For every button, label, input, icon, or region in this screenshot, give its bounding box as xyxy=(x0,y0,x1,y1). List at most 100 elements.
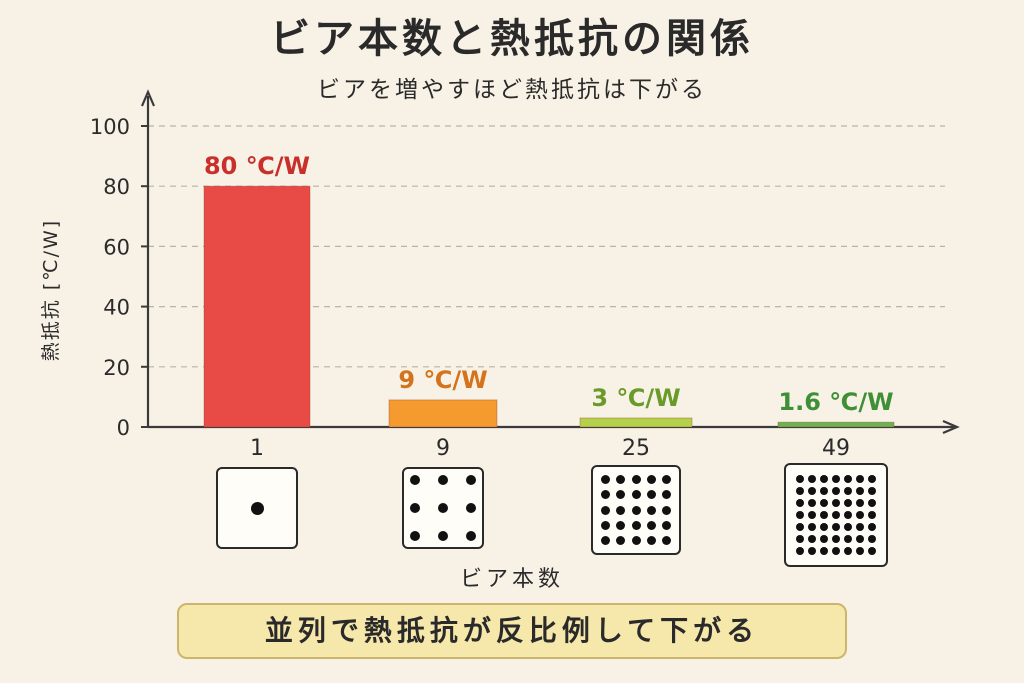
via-dot xyxy=(616,520,626,530)
via-dot xyxy=(646,520,656,530)
y-tick-label: 80 xyxy=(103,175,130,199)
via-dot xyxy=(600,505,610,515)
via-dot xyxy=(868,523,876,531)
via-dot xyxy=(796,511,804,519)
via-dot xyxy=(796,487,804,495)
x-axis-arrow xyxy=(942,419,960,435)
via-dot xyxy=(856,487,864,495)
via-dot xyxy=(616,505,626,515)
via-dot xyxy=(808,523,816,531)
via-dot xyxy=(662,490,672,500)
via-pattern-9 xyxy=(402,467,484,549)
via-dot xyxy=(844,535,852,543)
via-dot xyxy=(662,474,672,484)
via-dot xyxy=(600,474,610,484)
bar-9 xyxy=(388,399,498,428)
via-dot xyxy=(631,520,641,530)
via-dot xyxy=(808,487,816,495)
via-dot xyxy=(820,475,828,483)
via-dot xyxy=(616,474,626,484)
via-dot xyxy=(466,474,477,485)
conclusion-banner: 並列で熱抵抗が反比例して下がる xyxy=(177,603,847,659)
via-pattern-49 xyxy=(784,463,888,567)
data-label: 9 ℃/W xyxy=(398,366,487,394)
via-dot xyxy=(409,531,420,542)
via-dot xyxy=(646,505,656,515)
bar-1 xyxy=(203,185,311,428)
data-label: 80 ℃/W xyxy=(204,152,310,180)
via-dot xyxy=(600,520,610,530)
data-label: 1.6 ℃/W xyxy=(778,388,893,416)
via-dot xyxy=(250,501,264,515)
via-dot xyxy=(438,503,448,513)
bar-49 xyxy=(777,421,895,428)
via-dot xyxy=(856,547,864,555)
via-dot xyxy=(868,475,876,483)
via-dot xyxy=(820,511,828,519)
via-dot xyxy=(646,536,656,546)
y-tick-label: 100 xyxy=(90,115,130,139)
via-dot xyxy=(820,499,828,507)
via-dot xyxy=(808,511,816,519)
via-dot xyxy=(796,499,804,507)
via-pattern-25 xyxy=(591,465,681,555)
via-dot xyxy=(662,536,672,546)
via-dot xyxy=(631,474,641,484)
via-dot xyxy=(409,474,420,485)
via-dot xyxy=(466,503,477,513)
via-dot xyxy=(808,499,816,507)
via-dot xyxy=(808,475,816,483)
via-dot xyxy=(856,475,864,483)
via-dot xyxy=(856,511,864,519)
x-tick-label: 9 xyxy=(436,436,450,461)
via-dot xyxy=(856,523,864,531)
via-dot xyxy=(600,536,610,546)
via-dot xyxy=(820,547,828,555)
via-dot xyxy=(832,547,840,555)
via-dot xyxy=(409,503,420,513)
via-dot xyxy=(820,487,828,495)
via-dot xyxy=(796,547,804,555)
via-dot xyxy=(796,523,804,531)
x-tick-label: 1 xyxy=(250,436,264,461)
x-axis-label: ビア本数 xyxy=(459,567,564,592)
chart-subtitle: ビアを増やすほど熱抵抗は下がる xyxy=(317,77,707,103)
via-dot xyxy=(808,535,816,543)
via-dot xyxy=(808,547,816,555)
y-tick-label: 20 xyxy=(103,356,130,380)
via-dot xyxy=(868,535,876,543)
chart-title: ビア本数と熱抵抗の関係 xyxy=(270,16,754,62)
y-axis-arrow xyxy=(140,89,156,107)
via-dot xyxy=(856,535,864,543)
via-dot xyxy=(662,505,672,515)
via-dot xyxy=(438,531,448,542)
via-dot xyxy=(646,490,656,500)
via-pattern-1 xyxy=(216,467,298,549)
via-dot xyxy=(868,547,876,555)
y-tick-label: 0 xyxy=(117,416,130,440)
via-dot xyxy=(631,536,641,546)
via-dot xyxy=(844,487,852,495)
via-dot xyxy=(438,474,448,485)
via-dot xyxy=(832,475,840,483)
data-label: 3 ℃/W xyxy=(591,384,680,412)
via-dot xyxy=(844,547,852,555)
via-dot xyxy=(796,535,804,543)
via-dot xyxy=(868,499,876,507)
via-dot xyxy=(820,523,828,531)
via-dot xyxy=(646,474,656,484)
via-dot xyxy=(832,511,840,519)
via-dot xyxy=(616,536,626,546)
via-dot xyxy=(466,531,477,542)
via-dot xyxy=(832,499,840,507)
via-dot xyxy=(832,487,840,495)
y-tick-label: 40 xyxy=(103,296,130,320)
via-dot xyxy=(844,523,852,531)
via-dot xyxy=(796,475,804,483)
via-dot xyxy=(662,520,672,530)
via-dot xyxy=(844,475,852,483)
x-tick-label: 49 xyxy=(822,436,850,461)
via-dot xyxy=(844,511,852,519)
via-dot xyxy=(856,499,864,507)
